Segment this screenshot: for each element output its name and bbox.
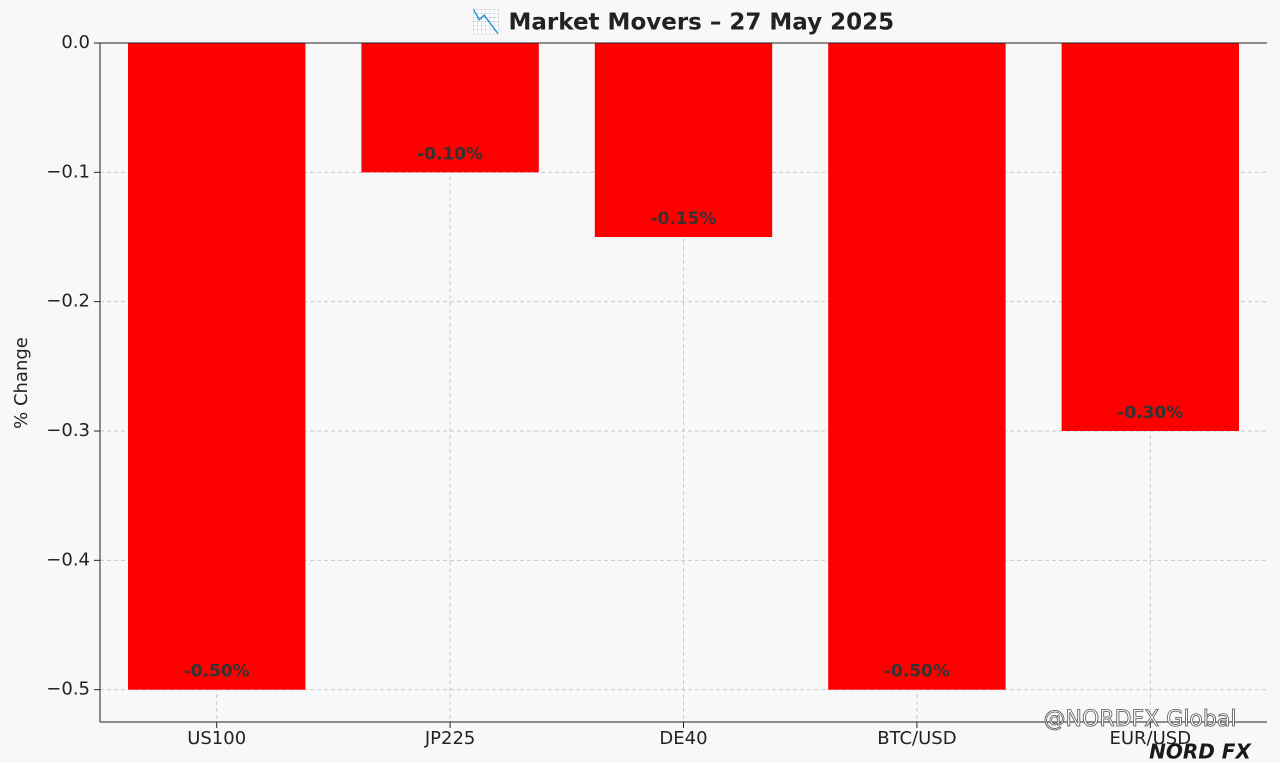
bar xyxy=(1061,43,1239,431)
logo: NORD FX xyxy=(1149,740,1252,763)
x-tick-label: EUR/USD xyxy=(1110,728,1192,749)
plot-area: 0.0 −0.1 −0.2 −0.3 −0.4 −0.5 -0.50% US100 -0.10%… xyxy=(46,32,1267,749)
y-axis-label: % Change xyxy=(11,337,32,429)
x-tick-label: DE40 xyxy=(659,728,707,749)
x-tick-label: JP225 xyxy=(424,728,476,749)
data-label: -0.10% xyxy=(417,144,483,164)
chart-title: 📉 Market Movers – 27 May 2025 xyxy=(472,9,894,36)
bar xyxy=(828,43,1006,690)
data-label: -0.15% xyxy=(650,209,716,229)
y-tick-label: −0.3 xyxy=(46,420,90,441)
data-label: -0.50% xyxy=(884,662,950,682)
y-tick-label: 0.0 xyxy=(61,32,90,53)
data-label: -0.30% xyxy=(1117,403,1183,423)
y-tick-label: −0.2 xyxy=(46,291,90,312)
data-label: -0.50% xyxy=(184,662,250,682)
y-tick-label: −0.1 xyxy=(46,161,90,182)
y-tick-label: −0.4 xyxy=(46,549,90,570)
watermark: @NORDFX Global xyxy=(1044,707,1237,732)
x-tick-label: BTC/USD xyxy=(877,728,956,749)
bar xyxy=(361,43,539,173)
y-tick-label: −0.5 xyxy=(46,679,90,700)
bar xyxy=(594,43,773,237)
bar xyxy=(128,43,306,690)
x-tick-label: US100 xyxy=(187,728,246,749)
